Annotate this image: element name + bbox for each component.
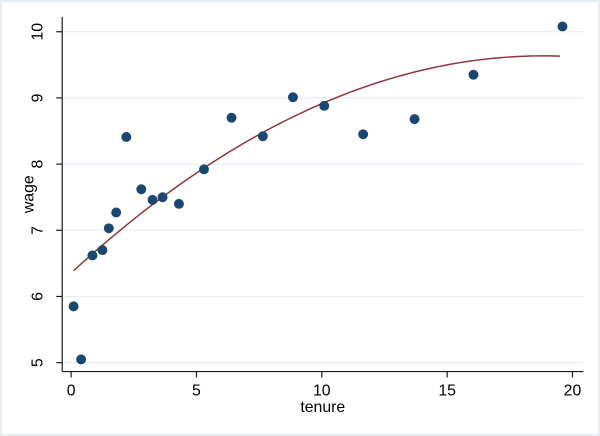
axis-ticks [56,31,574,378]
x-tick-label: 10 [313,382,331,399]
y-tick-label: 7 [29,226,46,235]
data-point [111,207,122,218]
y-tick-label: 9 [29,93,46,102]
x-tick-label: 0 [67,382,76,399]
axes [61,16,584,373]
y-axis-title: wage [20,175,37,214]
x-tick-label: 20 [564,382,582,399]
data-point [409,114,420,125]
x-axis-title: tenure [300,399,345,416]
data-point [87,250,98,261]
y-tick-label: 5 [29,358,46,367]
y-tick-label: 6 [29,292,46,301]
data-point [557,21,568,32]
data-point [257,131,268,142]
data-point [76,354,87,365]
data-point [226,112,237,123]
data-point [288,92,298,103]
data-point [199,164,209,175]
data-point [157,192,168,203]
data-point [103,223,114,234]
data-point [68,301,79,312]
data-point [173,198,184,209]
tick-labels: 5 6 7 8 9 10 0 5 10 15 20 [29,23,581,400]
data-point [319,100,330,111]
fit-curve-layer [73,55,560,272]
x-tick-label: 5 [192,382,201,399]
data-point [121,131,132,142]
data-point [147,194,158,205]
data-point [136,184,147,195]
gridlines [63,31,584,364]
data-point [97,245,108,256]
data-point [468,69,479,80]
fit-curve [73,55,560,272]
y-tick-label: 8 [29,160,46,169]
y-tick-label: 10 [29,23,46,41]
x-tick-label: 15 [438,382,456,399]
data-point [358,129,369,140]
scatter-points-layer [68,21,568,365]
